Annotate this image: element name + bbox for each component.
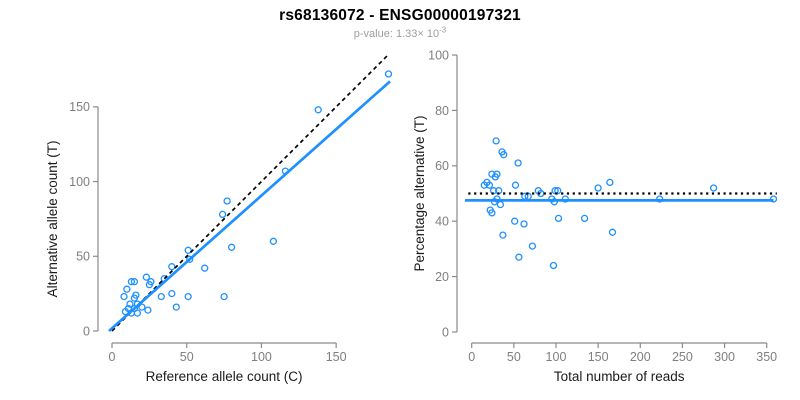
data-point xyxy=(550,198,558,206)
data-point xyxy=(500,151,508,159)
data-point xyxy=(520,220,528,228)
data-point xyxy=(485,181,494,189)
x-tick-label: 0 xyxy=(109,350,116,364)
x-tick-label: 50 xyxy=(180,350,194,364)
y-tick-label: 50 xyxy=(76,250,90,264)
data-point xyxy=(269,237,278,245)
data-point xyxy=(608,228,617,236)
x-tick-label: 0 xyxy=(468,350,475,364)
y-tick-label: 60 xyxy=(435,159,449,173)
data-point xyxy=(554,214,563,223)
data-point xyxy=(138,303,146,311)
y-tick-label: 100 xyxy=(69,175,90,189)
data-point xyxy=(130,294,139,302)
data-point xyxy=(168,263,176,271)
data-point xyxy=(168,289,176,298)
y-tick-label: 150 xyxy=(69,100,90,114)
data-point xyxy=(594,184,602,192)
data-point xyxy=(580,214,589,223)
x-tick-label: 150 xyxy=(588,350,609,364)
data-point xyxy=(184,246,192,254)
y-tick-label: 0 xyxy=(442,325,449,339)
x-tick-label: 100 xyxy=(546,350,567,364)
left-scatter-panel: 0 50 100 150 0 50 100 150 Reference allele count… xyxy=(45,55,393,384)
data-point xyxy=(549,261,558,270)
y-axis-title: Percentage alternative (T) xyxy=(412,115,427,271)
y-tick-label: 40 xyxy=(435,215,449,229)
data-point xyxy=(218,210,227,219)
x-axis-title: Total number of reads xyxy=(554,369,685,384)
identity-line xyxy=(111,55,388,332)
data-point xyxy=(120,292,128,301)
data-point xyxy=(514,159,522,167)
y-axis-title: Alternative allele count (T) xyxy=(45,141,60,298)
data-point xyxy=(223,197,231,205)
x-tick-label: 300 xyxy=(714,350,735,364)
data-point xyxy=(656,195,664,203)
data-point xyxy=(480,181,488,189)
data-point xyxy=(127,278,136,286)
data-point xyxy=(144,306,152,314)
data-point xyxy=(492,137,500,145)
data-point xyxy=(126,300,134,308)
x-tick-label: 150 xyxy=(326,350,347,364)
x-tick-label: 50 xyxy=(507,350,521,364)
data-point xyxy=(157,292,165,301)
data-point xyxy=(511,217,519,225)
x-axis-title: Reference allele count (C) xyxy=(146,369,303,384)
data-point xyxy=(227,243,236,251)
y-tick-label: 20 xyxy=(435,270,449,284)
x-tick-label: 200 xyxy=(630,350,651,364)
data-point xyxy=(491,173,499,181)
data-point xyxy=(186,255,194,263)
data-point xyxy=(490,198,499,206)
y-tick-label: 80 xyxy=(435,104,449,118)
data-point xyxy=(551,187,559,195)
data-point xyxy=(220,292,228,301)
data-point xyxy=(496,200,505,209)
data-point xyxy=(561,195,569,203)
data-point xyxy=(709,184,718,192)
data-point xyxy=(769,195,778,203)
x-tick-label: 100 xyxy=(251,350,272,364)
data-point xyxy=(184,292,192,301)
data-point xyxy=(554,187,562,195)
data-point xyxy=(123,285,131,293)
data-point xyxy=(499,231,507,239)
data-point xyxy=(606,178,614,187)
data-point xyxy=(314,106,322,114)
data-point xyxy=(511,181,520,189)
data-point xyxy=(130,278,139,286)
data-point xyxy=(488,209,496,217)
data-point xyxy=(172,303,180,311)
data-point xyxy=(384,70,393,78)
x-tick-label: 250 xyxy=(672,350,693,364)
data-point xyxy=(133,309,142,317)
data-point xyxy=(515,253,523,261)
y-tick-label: 0 xyxy=(83,324,90,338)
regression-line xyxy=(108,80,391,333)
data-point xyxy=(145,281,154,289)
y-tick-label: 100 xyxy=(428,48,449,62)
x-tick-label: 350 xyxy=(756,350,777,364)
right-scatter-panel: 0 20 40 60 80 100 0 50 100 150 200 250 300 350 Total n… xyxy=(412,48,777,384)
data-point xyxy=(528,242,537,250)
data-point xyxy=(142,273,151,281)
data-point xyxy=(201,264,209,272)
